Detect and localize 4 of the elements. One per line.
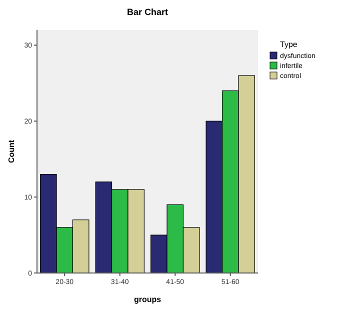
legend-title: Type	[280, 40, 298, 49]
y-axis-title: Count	[7, 140, 16, 164]
chart-title: Bar Chart	[126, 7, 168, 17]
x-axis-title: groups	[134, 295, 162, 304]
